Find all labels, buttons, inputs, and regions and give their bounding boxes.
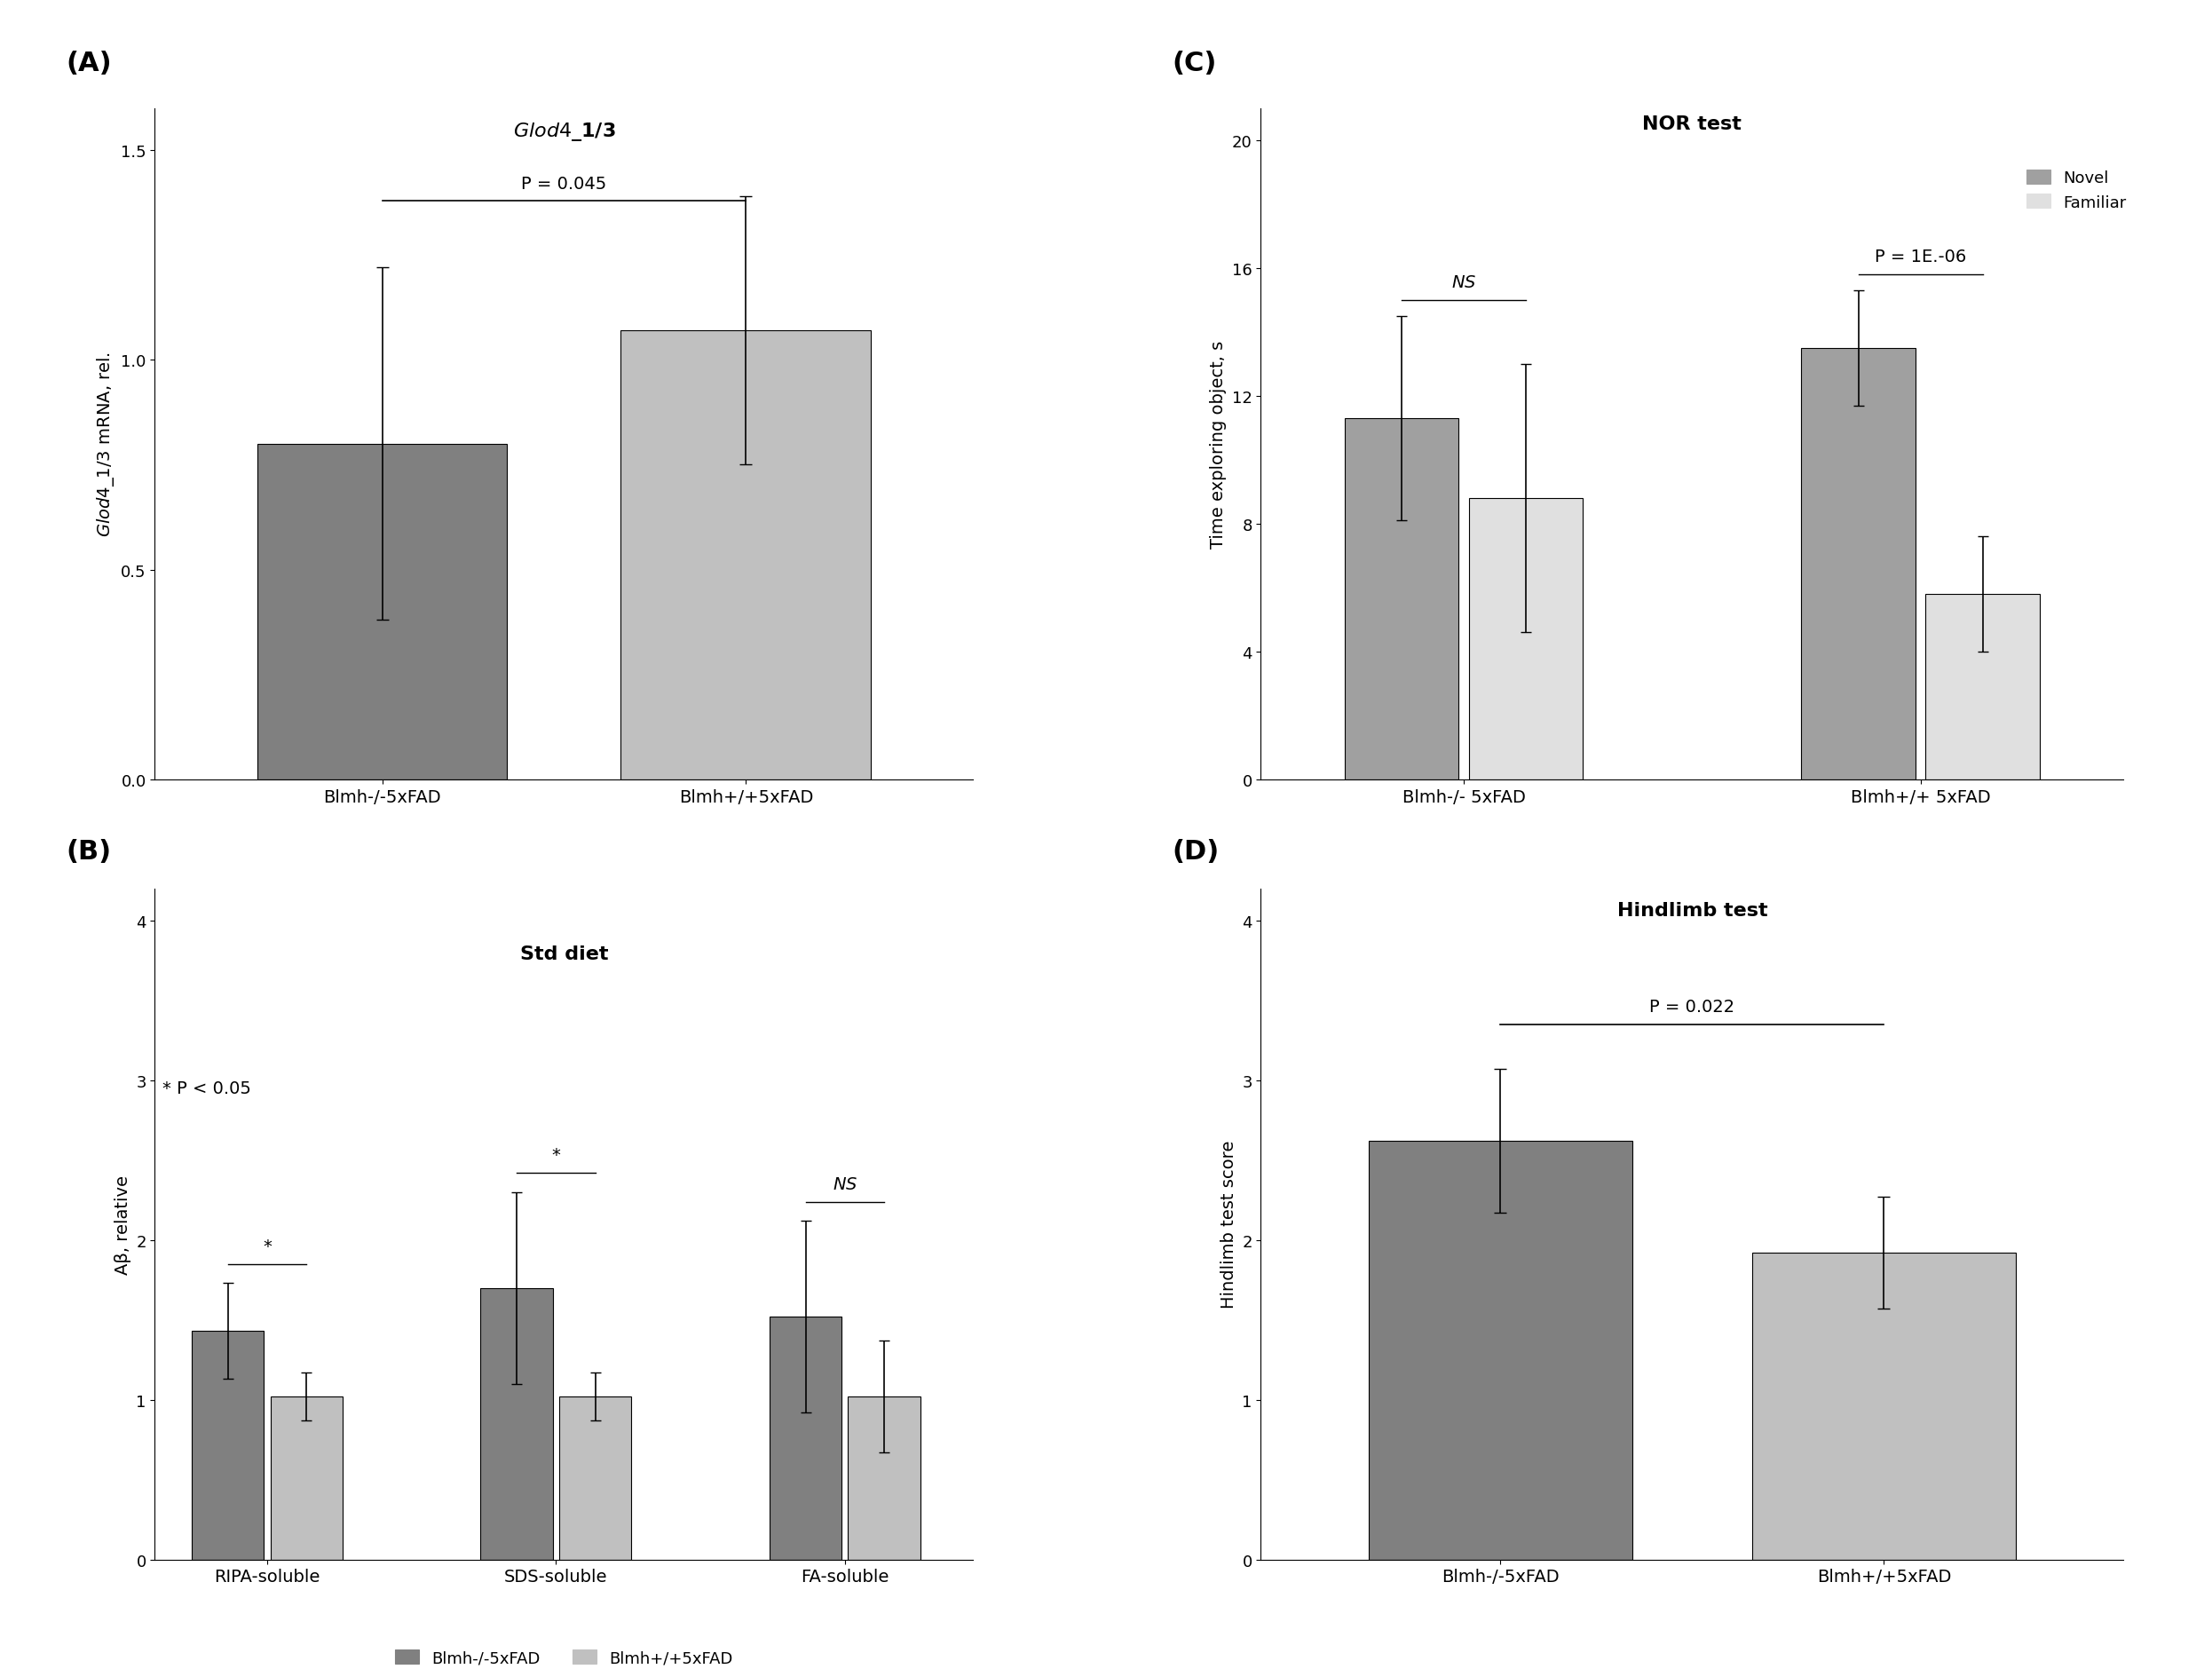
Bar: [1801, 349, 1916, 780]
Bar: [560, 1397, 630, 1560]
Text: (C): (C): [1172, 50, 1217, 75]
Text: *: *: [263, 1238, 272, 1254]
Text: Std diet: Std diet: [520, 944, 608, 963]
Bar: [770, 1316, 843, 1560]
Bar: [847, 1397, 920, 1560]
Text: P = 0.022: P = 0.022: [1650, 998, 1734, 1015]
Bar: [1369, 1140, 1632, 1560]
Y-axis label: Hindlimb test score: Hindlimb test score: [1221, 1140, 1237, 1308]
Text: $\it{NS}$: $\it{NS}$: [1451, 275, 1475, 292]
Bar: [1345, 419, 1458, 780]
Bar: [257, 444, 507, 780]
Bar: [480, 1288, 553, 1560]
Bar: [1469, 498, 1584, 780]
Text: (B): (B): [66, 838, 113, 864]
Text: NOR test: NOR test: [1644, 116, 1741, 132]
Text: *: *: [551, 1147, 560, 1164]
Legend: Novel, Familiar: Novel, Familiar: [2020, 164, 2132, 218]
Legend: Blmh-/-5xFAD, Blmh+/+5xFAD: Blmh-/-5xFAD, Blmh+/+5xFAD: [389, 1643, 739, 1672]
Text: P = 0.045: P = 0.045: [522, 176, 606, 193]
Text: (A): (A): [66, 50, 113, 75]
Bar: [1927, 595, 2039, 780]
Text: P = 1E.-06: P = 1E.-06: [1876, 248, 1966, 265]
Text: $\it{Glod4}$_1/3: $\it{Glod4}$_1/3: [513, 121, 615, 143]
Bar: [1752, 1253, 2015, 1560]
Text: * P < 0.05: * P < 0.05: [164, 1080, 252, 1097]
Text: $\it{NS}$: $\it{NS}$: [832, 1176, 858, 1192]
Text: Hindlimb test: Hindlimb test: [1617, 902, 1767, 919]
Bar: [622, 332, 872, 780]
Y-axis label: Time exploring object, s: Time exploring object, s: [1210, 340, 1228, 548]
Y-axis label: $\it{Glod4}$_1/3 mRNA, rel.: $\it{Glod4}$_1/3 mRNA, rel.: [95, 352, 115, 537]
Bar: [192, 1332, 263, 1560]
Bar: [270, 1397, 343, 1560]
Y-axis label: Aβ, relative: Aβ, relative: [115, 1174, 131, 1275]
Text: (D): (D): [1172, 838, 1219, 864]
